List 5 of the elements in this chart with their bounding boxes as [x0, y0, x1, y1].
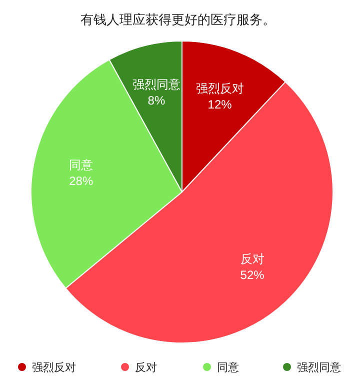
legend-label: 同意 [217, 361, 239, 374]
legend-label: 反对 [135, 361, 157, 374]
chart-title: 有钱人理应获得更好的医疗服务。 [80, 12, 276, 27]
legend-label: 强烈同意 [297, 361, 341, 374]
legend-label: 强烈反对 [32, 361, 76, 374]
